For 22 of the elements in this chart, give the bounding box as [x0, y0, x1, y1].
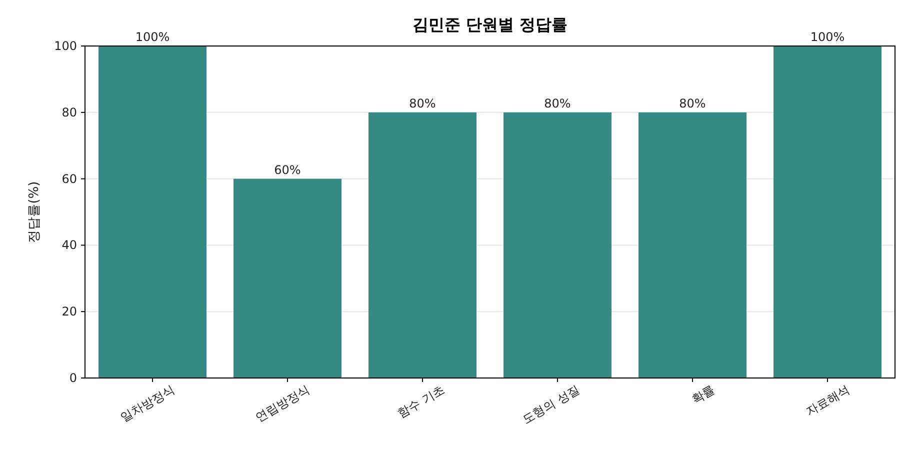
- y-tick-label: 0: [69, 371, 77, 385]
- bar: [234, 178, 342, 378]
- data-label: 80%: [544, 96, 571, 110]
- bar: [638, 112, 746, 378]
- data-label: 80%: [679, 96, 706, 110]
- x-tick-label: 함수 기초: [395, 382, 448, 420]
- x-tick-label: 확률: [689, 382, 718, 407]
- bar: [504, 112, 612, 378]
- y-tick-label: 40: [62, 238, 77, 252]
- data-label: 80%: [409, 96, 436, 110]
- data-label: 60%: [274, 162, 301, 177]
- y-tick-label: 80: [62, 105, 77, 120]
- chart-title: 김민준 단원별 정답률: [412, 15, 568, 34]
- y-tick-label: 100: [54, 39, 77, 53]
- bar: [98, 46, 206, 378]
- y-tick-label: 20: [62, 304, 77, 319]
- data-label: 100%: [810, 30, 845, 44]
- data-label: 100%: [135, 30, 170, 44]
- bar: [368, 112, 476, 378]
- y-axis-title: 정답률(%): [27, 181, 42, 243]
- y-tick-label: 60: [62, 172, 77, 186]
- bar: [774, 46, 882, 378]
